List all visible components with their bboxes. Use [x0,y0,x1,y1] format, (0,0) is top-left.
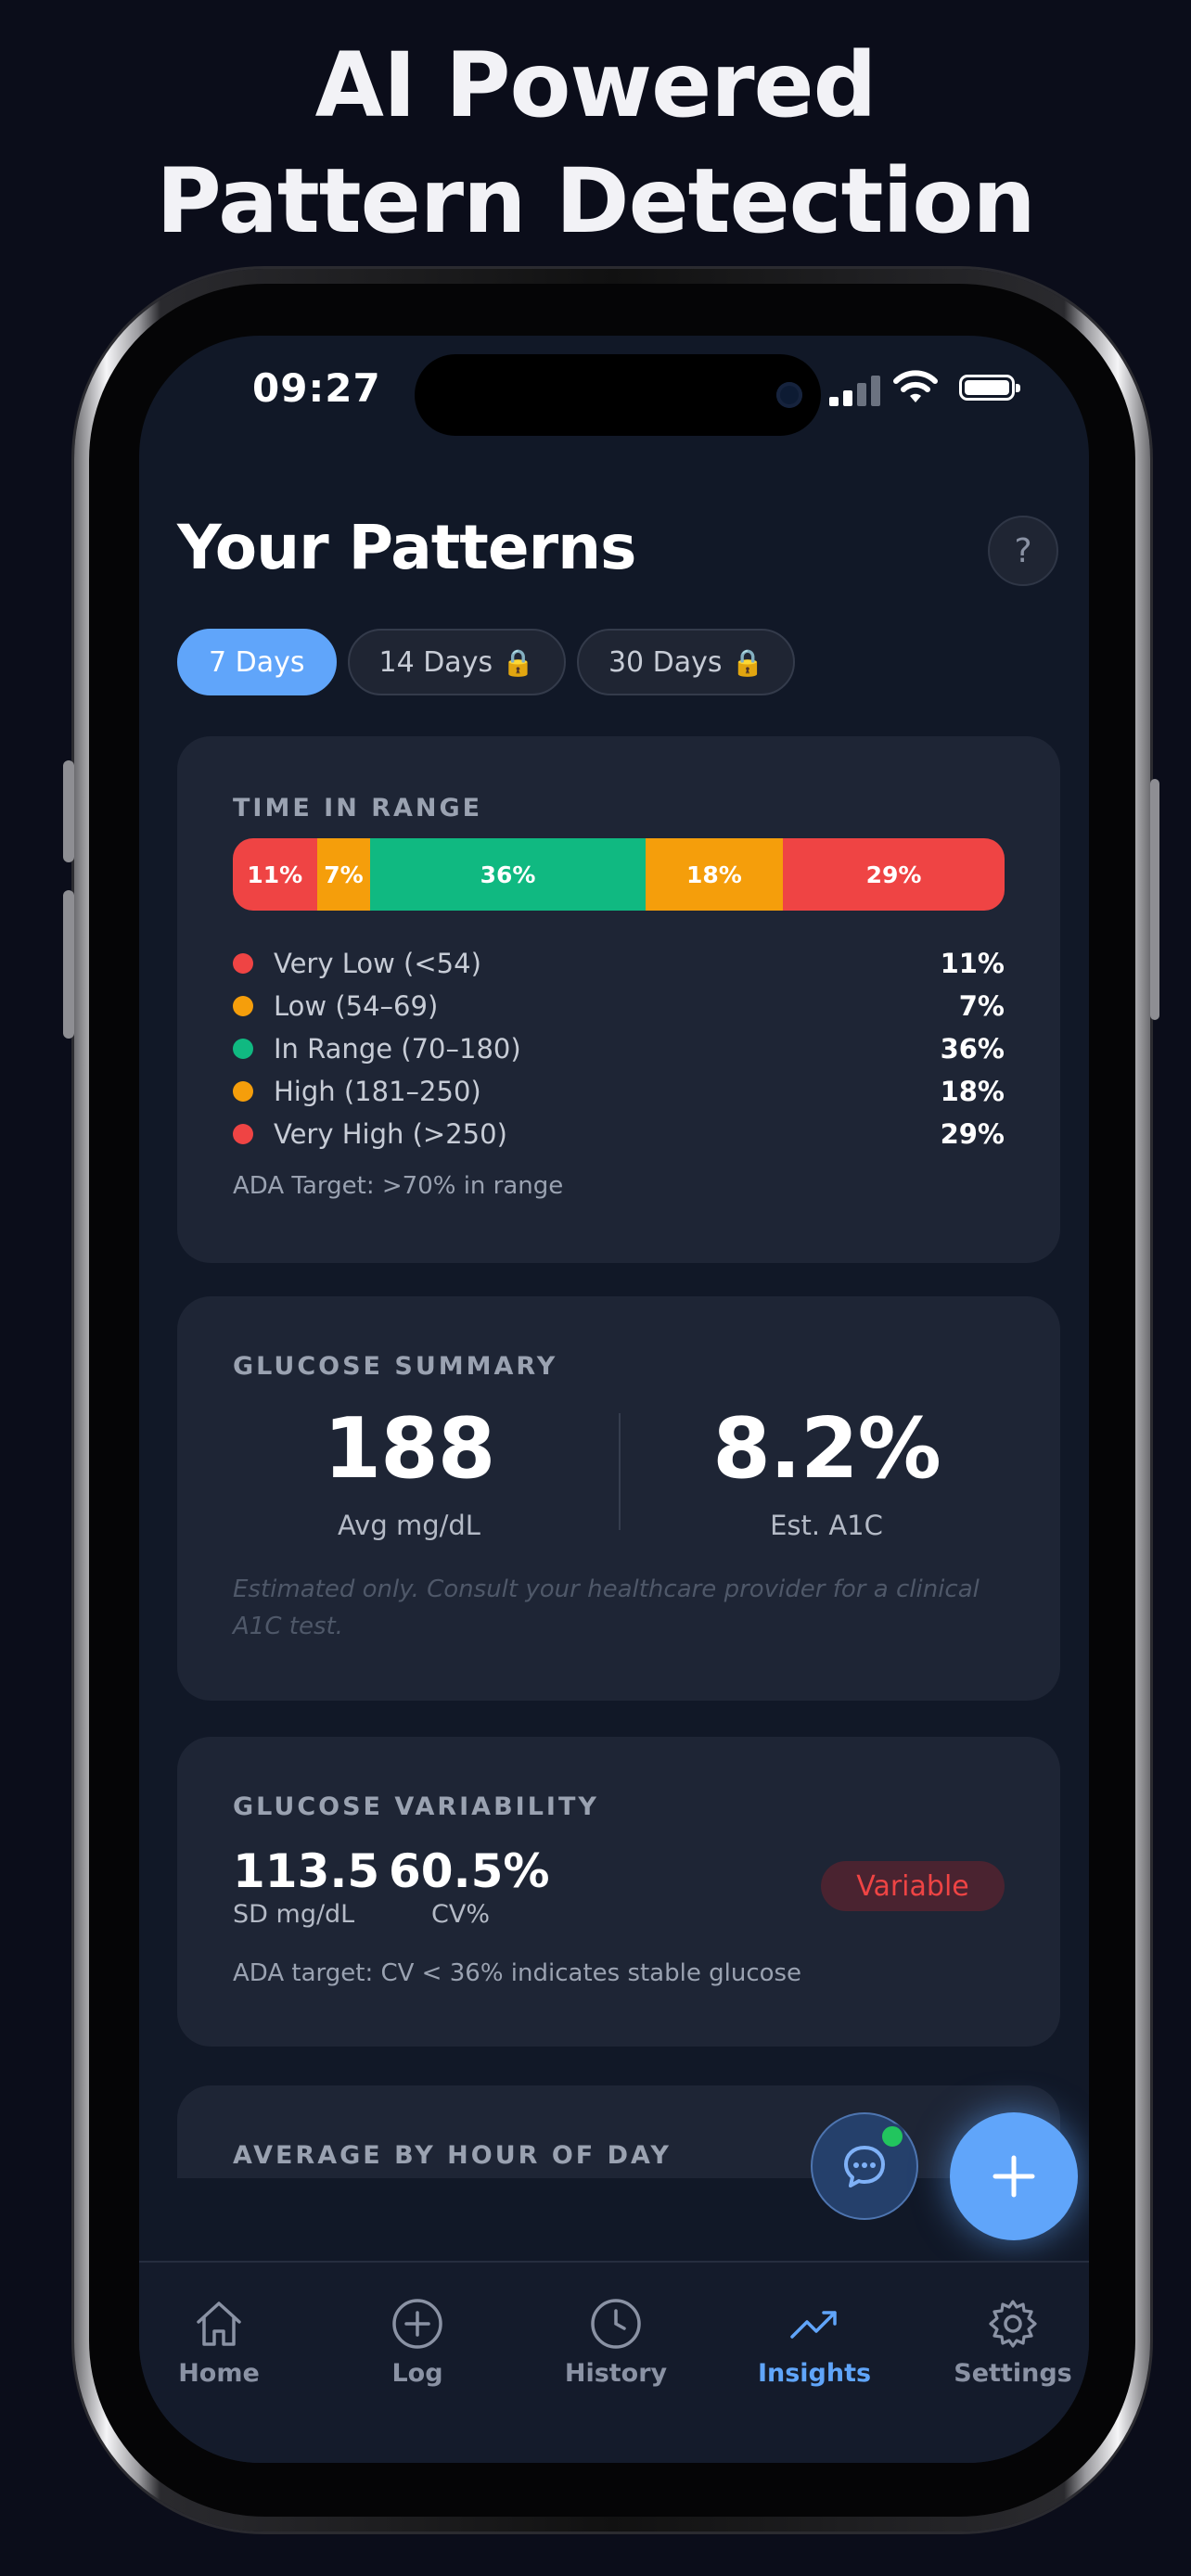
legend-label: Very Low (<54) [274,948,481,979]
bottom-tab-bar: Home Log History Insights [139,2261,1089,2463]
nav-label: Insights [757,2359,872,2388]
legend-value: 11% [940,948,1005,979]
help-button[interactable]: ? [988,516,1058,586]
sd-value: 113.5 [233,1844,380,1898]
gear-icon [989,2300,1037,2348]
dynamic-island [415,354,821,436]
segment-label: 29% [865,861,922,888]
lock-icon: 🔒 [731,646,764,678]
ada-target-note: ADA Target: >70% in range [233,1172,564,1200]
legend-item: In Range (70–180) 36% [233,1027,1005,1070]
volume-up-button [63,890,74,1039]
tab-label: 30 Days [608,645,723,679]
a1c-value: 8.2% [712,1400,941,1498]
sd-label: SD mg/dL [233,1900,355,1929]
hourly-average-card: AVERAGE BY HOUR OF DAY [177,2085,1060,2178]
segment-very-high: 29% [783,838,1005,911]
segment-high: 18% [645,838,784,911]
glucose-summary-card: GLUCOSE SUMMARY 188 Avg mg/dL 8.2% Est. … [177,1296,1060,1701]
nav-log[interactable]: Log [334,2296,501,2388]
plus-icon [992,2155,1035,2198]
nav-label: Log [391,2359,443,2388]
online-indicator [879,2123,905,2149]
trending-up-icon [790,2311,837,2339]
glucose-variability-card: GLUCOSE VARIABILITY 113.5 SD mg/dL 60.5%… [177,1737,1060,2047]
nav-settings[interactable]: Settings [929,2296,1089,2388]
cv-label: CV% [431,1900,490,1929]
nav-history[interactable]: History [532,2296,699,2388]
segment-very-low: 11% [233,838,317,911]
segment-label: 36% [480,861,536,888]
plus-circle-icon [392,2299,442,2349]
tab-label: 14 Days [378,645,493,679]
segment-label: 11% [247,861,303,888]
nav-label: Home [178,2359,260,2388]
nav-insights[interactable]: Insights [731,2296,898,2388]
legend-dot [233,1124,253,1144]
legend-dot [233,1039,253,1059]
headline-line-2: Pattern Detection [156,149,1035,253]
legend-value: 18% [940,1076,1005,1107]
headline-line-1: AI Powered [314,33,877,137]
clock-icon [591,2299,641,2349]
legend-dot [233,996,253,1016]
tab-30-days[interactable]: 30 Days 🔒 [576,629,796,695]
nav-home[interactable]: Home [139,2296,302,2388]
lock-icon: 🔒 [502,646,534,678]
legend-item: Low (54–69) 7% [233,985,1005,1027]
page-title: Your Patterns [177,512,636,583]
legend-dot [233,1081,253,1102]
segment-in-range: 36% [370,838,646,911]
marketing-headline: AI Powered Pattern Detection [0,28,1191,260]
segment-label: 18% [686,861,742,888]
a1c-disclaimer: Estimated only. Consult your healthcare … [233,1575,980,1640]
nav-label: History [564,2359,668,2388]
legend-value: 29% [940,1118,1005,1150]
add-entry-button[interactable] [950,2112,1078,2240]
time-in-range-bar: 11% 7% 36% 18% 29% [233,838,1005,911]
legend-item: Very Low (<54) 11% [233,942,1005,985]
wifi-icon [893,370,938,402]
legend-item: High (181–250) 18% [233,1070,1005,1113]
time-in-range-card: TIME IN RANGE 11% 7% 36% 18% 29% Very Lo… [177,736,1060,1263]
status-time: 09:27 [252,365,381,411]
segment-low: 7% [316,838,371,911]
legend-label: Very High (>250) [274,1118,507,1150]
tab-14-days[interactable]: 14 Days 🔒 [347,629,566,695]
stat-divider [619,1413,621,1530]
legend-item: Very High (>250) 29% [233,1113,1005,1155]
cv-value: 60.5% [389,1844,550,1898]
legend-dot [233,953,253,974]
legend-value: 7% [958,990,1005,1022]
variability-status-badge: Variable [821,1861,1005,1911]
nav-label: Settings [954,2359,1072,2388]
home-icon [197,2302,241,2346]
camera-icon [776,382,802,408]
avg-glucose-value: 188 [323,1400,496,1498]
chat-bubble-icon [844,2146,885,2187]
period-tabs: 7 Days 14 Days 🔒 30 Days 🔒 [177,629,796,695]
legend-label: In Range (70–180) [274,1033,521,1065]
tab-7-days[interactable]: 7 Days [177,629,337,695]
legend-label: Low (54–69) [274,990,439,1022]
phone-screen: 09:27 Your Patterns ? 7 Days 14 Days 🔒 3… [139,336,1089,2463]
a1c-label: Est. A1C [770,1510,883,1541]
card-title: GLUCOSE SUMMARY [233,1352,558,1381]
card-title: AVERAGE BY HOUR OF DAY [233,2141,672,2170]
legend-label: High (181–250) [274,1076,481,1107]
cellular-signal-icon [829,375,885,406]
avg-glucose-label: Avg mg/dL [338,1510,480,1541]
silent-switch [63,760,74,862]
card-title: GLUCOSE VARIABILITY [233,1792,599,1821]
battery-icon [959,375,1020,401]
power-button [1150,779,1159,1020]
legend-value: 36% [940,1033,1005,1065]
card-title: TIME IN RANGE [233,794,483,823]
range-legend: Very Low (<54) 11% Low (54–69) 7% In Range… [233,942,1005,1155]
tab-label: 7 Days [209,645,305,679]
cv-target-note: ADA target: CV < 36% indicates stable gl… [233,1959,802,1987]
segment-label: 7% [324,861,364,888]
chat-assistant-button[interactable] [811,2112,918,2220]
